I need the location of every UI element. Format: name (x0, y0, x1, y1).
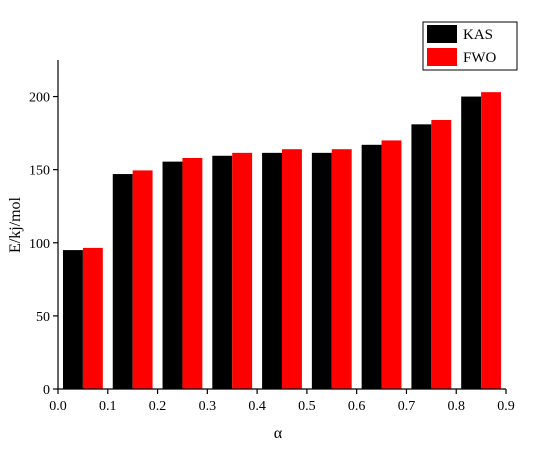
legend-swatch (427, 25, 457, 43)
bar (361, 144, 382, 389)
x-tick-label: 0.9 (497, 399, 515, 414)
y-tick-label: 100 (29, 237, 50, 252)
x-tick-label: 0.2 (149, 399, 167, 414)
x-tick-label: 0.4 (248, 399, 266, 414)
x-tick-label: 0.5 (298, 399, 316, 414)
bar (262, 152, 282, 389)
y-tick-label: 50 (36, 310, 50, 325)
bar (481, 92, 502, 390)
y-tick-label: 0 (43, 383, 50, 398)
legend-label: FWO (463, 50, 497, 66)
bar (331, 149, 352, 389)
bar (311, 152, 332, 389)
x-tick-label: 0.3 (199, 399, 217, 414)
bar (411, 124, 432, 390)
x-axis-label: α (274, 425, 283, 442)
bar (381, 140, 402, 389)
y-tick-label: 200 (29, 91, 50, 106)
x-tick-label: 0.6 (348, 399, 366, 414)
bar (112, 174, 133, 389)
legend-swatch (427, 48, 457, 66)
bar (62, 250, 83, 389)
bar (282, 149, 302, 389)
bar (162, 161, 183, 389)
legend-label: KAS (463, 27, 493, 43)
bar (82, 247, 103, 389)
bar (461, 96, 482, 390)
x-tick-label: 0.8 (447, 399, 465, 414)
bar (232, 152, 253, 389)
bar (212, 155, 233, 389)
x-tick-label: 0.1 (99, 399, 117, 414)
bar (182, 157, 203, 389)
x-tick-label: 0.7 (398, 399, 416, 414)
x-tick-label: 0.0 (49, 399, 67, 414)
y-axis-label: E/kj/mol (7, 196, 24, 253)
bar (431, 119, 452, 389)
y-tick-label: 150 (29, 164, 50, 179)
bar (132, 170, 153, 389)
